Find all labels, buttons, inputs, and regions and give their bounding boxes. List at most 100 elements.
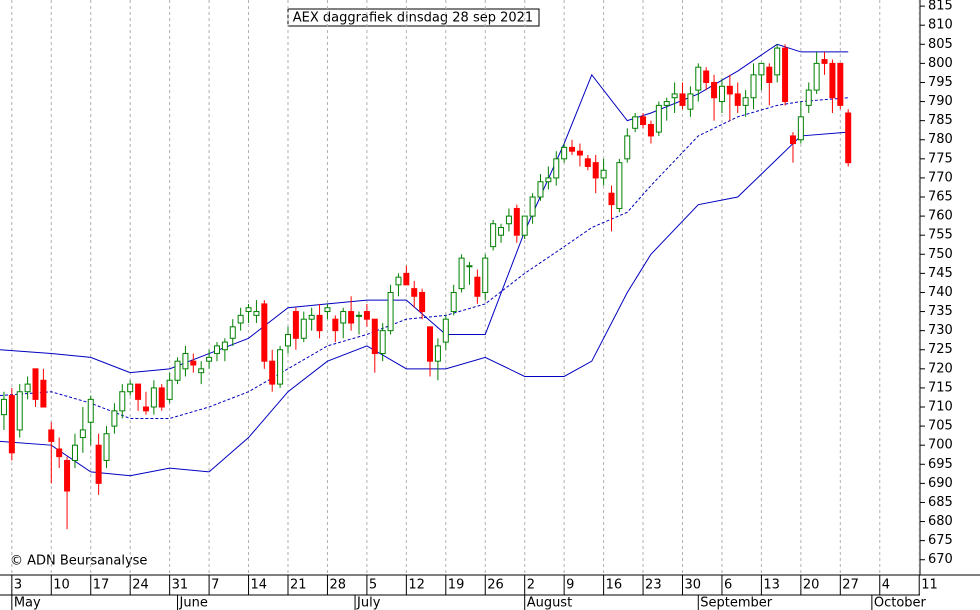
- candle-body: [845, 112, 852, 164]
- candle-body: [545, 177, 552, 183]
- candle-body: [198, 368, 205, 374]
- x-tick-label: 13: [763, 578, 780, 593]
- y-tick-label: 775: [928, 151, 953, 166]
- candle-body: [103, 433, 110, 461]
- x-tick-label: 23: [645, 578, 662, 593]
- candle-body: [608, 192, 615, 206]
- candle-body: [0, 398, 7, 416]
- x-tick-label: 20: [803, 578, 820, 593]
- x-tick-label: 21: [290, 578, 307, 593]
- candle-body: [647, 123, 654, 137]
- candle-body: [40, 379, 47, 408]
- candle-body: [348, 311, 355, 324]
- candle-body: [419, 291, 426, 313]
- candle-body: [213, 345, 220, 355]
- candle-body: [261, 303, 268, 362]
- y-tick-label: 675: [928, 533, 953, 548]
- candle-body: [498, 227, 505, 236]
- candle-body: [277, 349, 284, 385]
- candle-body: [434, 345, 441, 362]
- candle-body: [300, 318, 307, 339]
- candle-body: [142, 406, 149, 412]
- candle-body: [316, 314, 323, 332]
- y-tick-label: 730: [928, 323, 953, 338]
- x-tick-label: 2: [527, 578, 535, 593]
- x-tick-label: 5: [369, 578, 377, 593]
- month-label: October: [874, 596, 927, 610]
- candle-body: [592, 162, 599, 179]
- candle-body: [308, 314, 315, 320]
- month-label: September: [700, 596, 773, 610]
- candle-body: [624, 135, 631, 160]
- candle-body: [482, 257, 489, 293]
- x-tick-label: 14: [251, 578, 268, 593]
- candle-body: [474, 276, 481, 297]
- candle-body: [403, 272, 410, 286]
- y-tick-label: 805: [928, 37, 953, 52]
- candle-body: [734, 93, 741, 106]
- y-tick-label: 695: [928, 457, 953, 472]
- y-tick-label: 750: [928, 247, 953, 262]
- candle-body: [711, 81, 718, 99]
- candle-body: [56, 448, 63, 458]
- y-tick-label: 780: [928, 132, 953, 147]
- candle-body: [64, 459, 71, 492]
- candle-body: [442, 318, 449, 343]
- y-tick-label: 700: [928, 438, 953, 453]
- candle-body: [206, 356, 213, 362]
- candle-body: [513, 207, 520, 236]
- candle-body: [332, 318, 339, 332]
- candle-body: [135, 383, 142, 400]
- month-label: August: [527, 596, 573, 610]
- candle-body: [505, 215, 512, 225]
- x-tick-label: 31: [172, 578, 189, 593]
- candle-body: [553, 158, 560, 179]
- candle-body: [750, 74, 757, 99]
- candle-body: [87, 398, 94, 423]
- chart-title: AEX daggrafiek dinsdag 28 sep 2021: [293, 11, 533, 26]
- candle-body: [427, 326, 434, 362]
- y-tick-label: 725: [928, 342, 953, 357]
- x-tick-label: 30: [685, 578, 702, 593]
- candle-body: [490, 223, 497, 248]
- candle-body: [600, 169, 607, 179]
- candle-body: [837, 62, 844, 106]
- candle-body: [797, 116, 804, 141]
- candle-body: [569, 146, 576, 152]
- candle-body: [16, 391, 23, 431]
- y-tick-label: 735: [928, 304, 953, 319]
- candle-body: [79, 429, 86, 439]
- y-tick-label: 745: [928, 266, 953, 281]
- candle-body: [718, 85, 725, 103]
- candle-body: [655, 104, 662, 133]
- source-note: © ADN Beursanalyse: [10, 554, 147, 569]
- candle-body: [726, 85, 733, 95]
- candle-body: [789, 135, 796, 145]
- candle-body: [379, 330, 386, 355]
- candle-body: [158, 387, 165, 408]
- candle-body: [48, 429, 55, 442]
- candle-body: [363, 311, 370, 320]
- y-tick-label: 685: [928, 495, 953, 510]
- y-tick-label: 790: [928, 94, 953, 109]
- candle-body: [671, 93, 678, 99]
- candle-body: [616, 162, 623, 209]
- x-tick-label: 27: [842, 578, 859, 593]
- y-tick-label: 670: [928, 552, 953, 567]
- x-tick-label: 28: [329, 578, 346, 593]
- candle-body: [576, 150, 583, 156]
- candle-body: [371, 318, 378, 355]
- candle-body: [782, 47, 789, 103]
- y-tick-label: 715: [928, 380, 953, 395]
- x-tick-label: 10: [53, 578, 70, 593]
- candle-body: [695, 66, 702, 91]
- candle-body: [292, 311, 299, 339]
- candle-body: [395, 276, 402, 286]
- y-tick-label: 815: [928, 0, 953, 14]
- candle-body: [813, 62, 820, 91]
- candle-body: [284, 333, 291, 347]
- month-label: May: [14, 596, 41, 610]
- candle-body: [127, 383, 134, 393]
